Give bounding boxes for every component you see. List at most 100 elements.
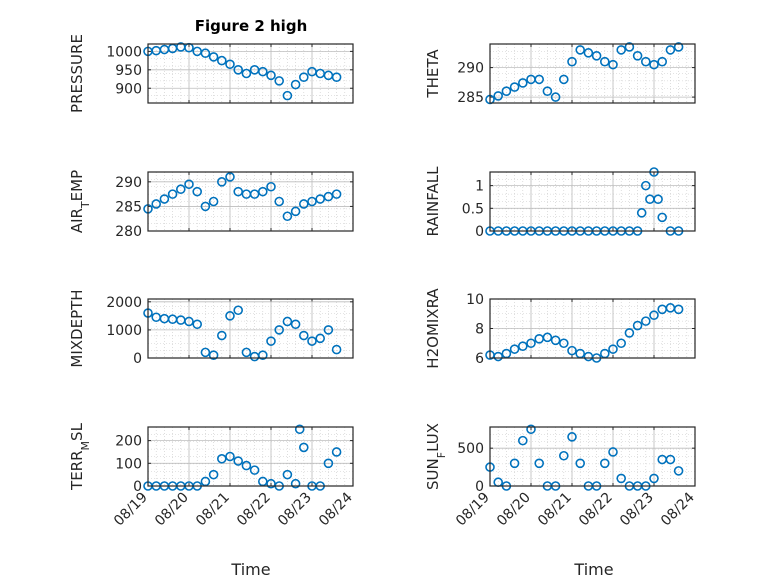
data-point bbox=[517, 78, 528, 88]
panel-7: 08/19 08/20 08/21 08/22 08/23 08/24 0 100 200 TER… bbox=[68, 422, 356, 529]
data-point bbox=[307, 196, 317, 207]
data-point bbox=[665, 454, 676, 465]
data-point bbox=[632, 50, 643, 61]
data-point bbox=[151, 199, 161, 209]
data-point bbox=[608, 59, 618, 70]
data-point bbox=[282, 211, 293, 222]
data-point bbox=[534, 458, 545, 469]
x-tick-label: 08/23 bbox=[275, 490, 315, 530]
data-point bbox=[331, 344, 342, 355]
y-axis-label: THETA bbox=[424, 49, 442, 99]
data-point bbox=[632, 320, 643, 331]
y-tick-label: 900 bbox=[115, 81, 142, 97]
data-point bbox=[649, 473, 659, 484]
data-point bbox=[575, 45, 586, 55]
data-point bbox=[249, 189, 260, 199]
x-axis-label-left: Time bbox=[230, 560, 270, 579]
data-point bbox=[526, 338, 536, 349]
data-point bbox=[294, 424, 305, 435]
data-point bbox=[208, 52, 219, 62]
x-tick-label: 08/22 bbox=[576, 490, 616, 530]
y-tick-label: 10 bbox=[466, 292, 484, 308]
x-tick-label: 08/24 bbox=[658, 489, 698, 529]
data-point bbox=[624, 42, 635, 52]
data-point bbox=[509, 344, 520, 354]
y-axis-label: AIRTEMP bbox=[68, 170, 92, 233]
data-point bbox=[225, 451, 235, 462]
y-tick-label: 200 bbox=[115, 434, 142, 450]
data-point bbox=[290, 79, 301, 90]
data-point bbox=[290, 478, 301, 489]
data-point bbox=[534, 74, 545, 85]
data-point bbox=[266, 336, 276, 346]
data-point bbox=[542, 86, 553, 96]
data-point bbox=[608, 447, 618, 457]
y-tick-label: 0 bbox=[475, 224, 484, 240]
data-point bbox=[208, 350, 219, 360]
panel-5: 0 1000 2000 MIXDEPTH bbox=[68, 289, 354, 368]
data-point bbox=[315, 333, 326, 344]
data-point bbox=[200, 347, 211, 358]
data-point bbox=[225, 311, 235, 321]
x-tick-label: 08/20 bbox=[152, 490, 192, 530]
data-point bbox=[282, 90, 293, 101]
x-axis-label-right: Time bbox=[573, 560, 613, 579]
data-point bbox=[217, 177, 227, 187]
data-point bbox=[509, 82, 520, 92]
y-tick-label: 1000 bbox=[106, 323, 142, 339]
data-point bbox=[331, 189, 342, 199]
data-point bbox=[583, 48, 594, 58]
panel-4: 0 0.5 1 RAINFALL bbox=[424, 166, 696, 240]
data-point bbox=[673, 304, 684, 315]
y-tick-label: 500 bbox=[457, 441, 484, 457]
data-point bbox=[298, 72, 309, 82]
data-point bbox=[290, 206, 301, 217]
data-point bbox=[649, 310, 659, 321]
axes-box bbox=[489, 426, 696, 487]
y-tick-label: 285 bbox=[457, 90, 484, 106]
axes-box bbox=[147, 426, 354, 487]
data-point bbox=[542, 332, 553, 343]
data-point bbox=[176, 184, 186, 195]
data-point bbox=[640, 316, 651, 326]
y-tick-label: 1000 bbox=[106, 44, 142, 60]
x-tick-label: 08/19 bbox=[111, 490, 151, 530]
data-point bbox=[159, 194, 170, 204]
y-tick-label: 290 bbox=[457, 61, 484, 77]
data-point bbox=[184, 316, 194, 327]
data-point bbox=[493, 351, 504, 362]
data-point bbox=[657, 56, 668, 67]
data-point bbox=[509, 458, 520, 469]
data-point bbox=[200, 48, 211, 59]
x-tick-label: 08/24 bbox=[316, 489, 356, 529]
data-point bbox=[517, 435, 528, 446]
panel-2: 285 290 THETA bbox=[424, 42, 696, 106]
data-point bbox=[649, 59, 659, 70]
data-point bbox=[257, 350, 268, 360]
data-point bbox=[266, 70, 276, 81]
data-point bbox=[315, 194, 326, 204]
data-point bbox=[331, 72, 342, 82]
data-point bbox=[599, 56, 610, 67]
y-tick-label: 280 bbox=[115, 224, 142, 240]
data-point bbox=[298, 330, 309, 341]
data-point bbox=[624, 328, 635, 338]
data-point bbox=[257, 66, 268, 77]
panel-3: 280 285 290 AIRTEMP bbox=[68, 170, 354, 240]
data-point bbox=[493, 91, 504, 101]
y-tick-label: 0 bbox=[475, 479, 484, 495]
data-point bbox=[558, 74, 569, 85]
data-point bbox=[550, 335, 561, 346]
y-tick-label: 0.5 bbox=[462, 201, 484, 217]
axes-box bbox=[489, 171, 696, 232]
data-point bbox=[616, 45, 627, 55]
panel-6: 6 8 10 H2OMIXRA bbox=[424, 288, 696, 369]
y-tick-label: 100 bbox=[115, 456, 142, 472]
panel-8: 08/19 08/20 08/21 08/22 08/23 08/24 0 500 SUNFLU… bbox=[424, 423, 698, 529]
y-tick-label: 0 bbox=[133, 479, 142, 495]
data-point bbox=[599, 458, 610, 469]
data-point bbox=[307, 336, 317, 346]
y-tick-label: 8 bbox=[475, 322, 484, 338]
y-axis-label: PRESSURE bbox=[68, 34, 86, 113]
